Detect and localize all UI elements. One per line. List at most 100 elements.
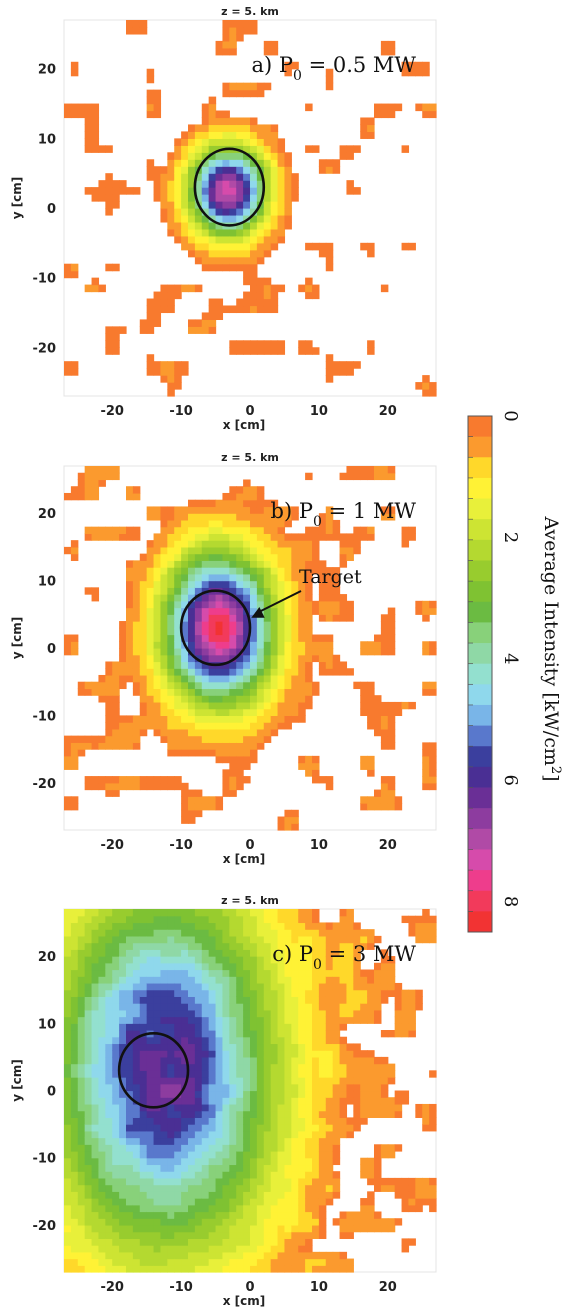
intensity-cell (126, 1050, 134, 1058)
intensity-cell (201, 1258, 210, 1266)
intensity-cell (222, 782, 230, 791)
intensity-cell (126, 1016, 134, 1024)
intensity-cell (387, 976, 396, 984)
intensity-cell (270, 909, 279, 917)
intensity-cell (360, 1218, 368, 1226)
intensity-cell (284, 621, 292, 629)
intensity-cell (256, 506, 265, 514)
intensity-cell (146, 956, 155, 964)
intensity-cell (215, 1110, 224, 1118)
intensity-cell (98, 1130, 106, 1139)
intensity-cell (429, 1110, 437, 1118)
intensity-cell (243, 486, 251, 494)
intensity-cell (325, 1030, 334, 1038)
intensity-cell (291, 823, 299, 831)
intensity-cell (201, 152, 210, 160)
intensity-cell (291, 996, 299, 1004)
intensity-cell (401, 1245, 410, 1253)
intensity-cell (374, 962, 382, 971)
intensity-cell (339, 553, 348, 561)
x-tick-label: -20 (100, 838, 124, 853)
intensity-cell (284, 513, 292, 521)
intensity-cell (298, 661, 306, 669)
intensity-cell (153, 567, 162, 575)
intensity-cell (132, 742, 141, 750)
intensity-cell (332, 607, 341, 615)
intensity-cell (201, 573, 210, 582)
intensity-cell (250, 688, 258, 696)
intensity-cell (167, 782, 175, 791)
intensity-cell (188, 242, 196, 251)
intensity-cell (77, 1231, 86, 1239)
intensity-cell (229, 614, 237, 622)
intensity-cell (374, 1097, 382, 1105)
intensity-cell (243, 674, 251, 683)
intensity-cell (401, 915, 410, 924)
intensity-cell (229, 627, 237, 636)
intensity-cell (236, 1211, 244, 1219)
intensity-cell (415, 68, 423, 77)
intensity-cell (250, 749, 258, 757)
intensity-cell (77, 1171, 86, 1179)
x-tick-label: 0 (245, 404, 254, 419)
intensity-cell (181, 1130, 189, 1139)
intensity-cell (263, 1023, 272, 1031)
intensity-cell (194, 180, 203, 188)
intensity-cell (318, 1177, 327, 1186)
intensity-cell (84, 1083, 93, 1092)
intensity-cell (215, 580, 224, 588)
intensity-cell (194, 1238, 203, 1246)
intensity-cell (119, 715, 127, 723)
intensity-cell (160, 1191, 168, 1199)
intensity-cell (229, 1090, 237, 1098)
intensity-cell (153, 594, 162, 602)
intensity-cell (270, 661, 279, 669)
intensity-cell (98, 956, 106, 964)
intensity-cell (84, 1251, 93, 1260)
intensity-cell (146, 1097, 155, 1105)
intensity-cell (229, 782, 237, 791)
intensity-cell (194, 513, 203, 521)
intensity-cell (222, 249, 230, 258)
intensity-cell (250, 708, 258, 717)
intensity-cell (160, 1043, 168, 1051)
intensity-cell (208, 681, 217, 690)
intensity-cell (291, 1177, 299, 1186)
intensity-cell (132, 486, 141, 494)
intensity-cell (215, 1077, 224, 1085)
intensity-cell (119, 989, 127, 997)
intensity-cell (174, 1151, 182, 1159)
intensity-cell (153, 627, 162, 636)
intensity-cell (250, 949, 258, 957)
intensity-cell (139, 1083, 148, 1092)
intensity-cell (387, 728, 396, 737)
intensity-cell (284, 573, 292, 582)
intensity-cell (243, 956, 251, 964)
intensity-cell (194, 1003, 203, 1011)
intensity-cell (208, 976, 217, 984)
intensity-cell (243, 762, 251, 770)
intensity-cell (126, 187, 134, 195)
intensity-cell (263, 1110, 272, 1118)
intensity-cell (305, 1030, 313, 1038)
intensity-cell (139, 668, 148, 676)
intensity-cell (181, 1124, 189, 1132)
intensity-cell (256, 1231, 265, 1239)
intensity-cell (236, 82, 244, 91)
intensity-cell (91, 929, 100, 937)
intensity-cell (105, 526, 113, 535)
intensity-cell (174, 782, 182, 791)
intensity-cell (64, 546, 72, 555)
intensity-cell (277, 648, 286, 656)
intensity-cell (188, 816, 196, 824)
intensity-cell (112, 1245, 120, 1253)
intensity-cell (64, 263, 72, 272)
intensity-cell (222, 1144, 230, 1152)
intensity-cell (91, 1030, 100, 1038)
intensity-cell (332, 1009, 341, 1018)
intensity-cell (139, 1238, 148, 1246)
intensity-cell (98, 962, 106, 971)
intensity-cell (332, 1063, 341, 1071)
intensity-cell (167, 173, 175, 181)
intensity-cell (250, 661, 258, 669)
